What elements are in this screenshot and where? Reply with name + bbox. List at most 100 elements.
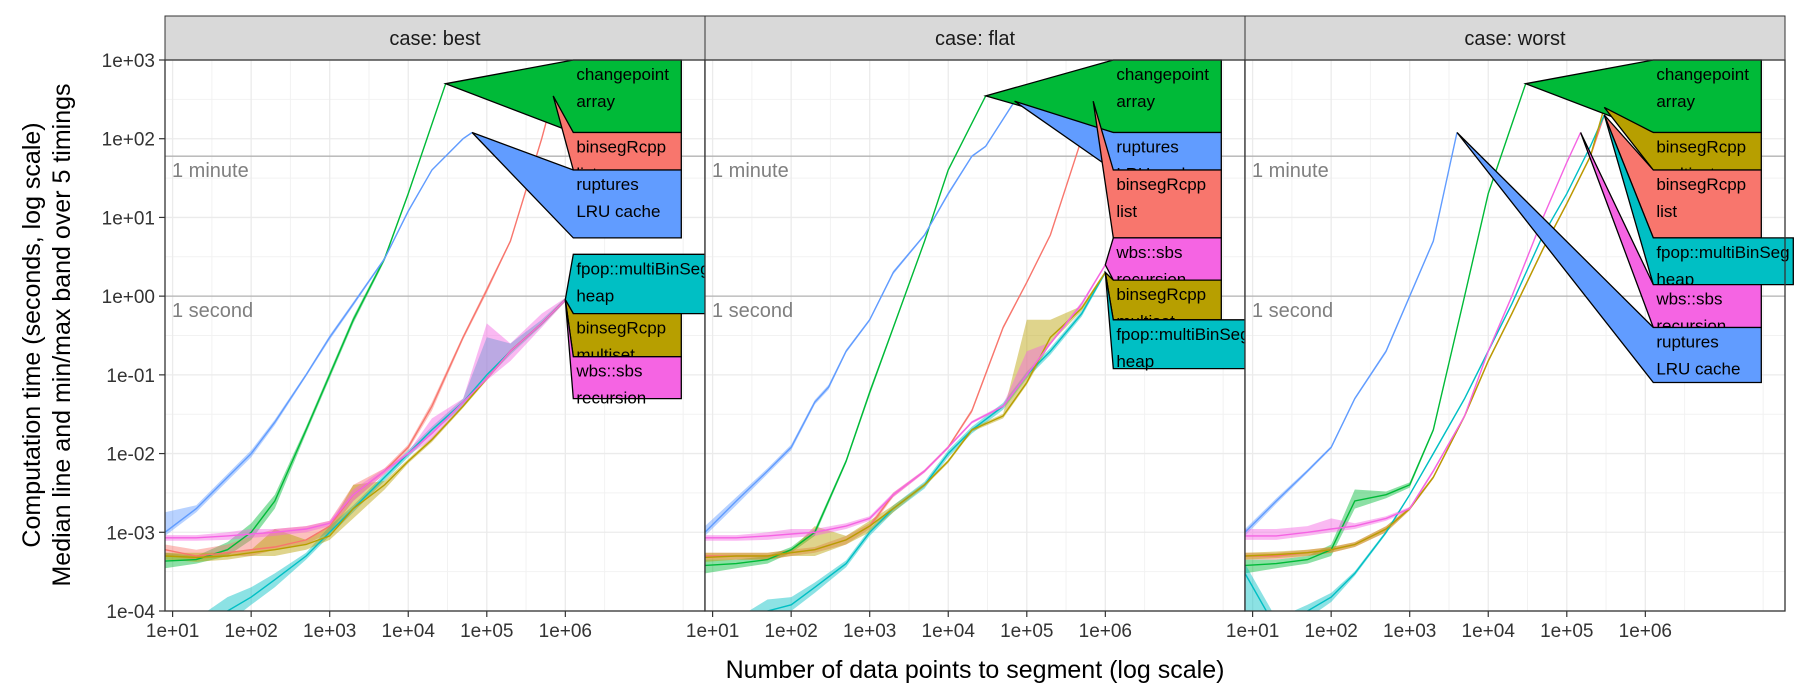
series-line (1245, 132, 1458, 533)
direct-label-package: fpop::multiBinSeg (1656, 243, 1789, 262)
reference-line-label: 1 minute (1252, 160, 1329, 182)
series-line (1245, 107, 1605, 557)
direct-label-container: array (1116, 92, 1155, 111)
reference-line-label: 1 minute (172, 160, 249, 182)
direct-label-package: binsegRcpp (1116, 175, 1206, 194)
series-line (165, 299, 566, 539)
x-tick-label: 1e+03 (1383, 621, 1436, 642)
direct-label-package: binsegRcpp (576, 137, 666, 156)
panel-border (1244, 59, 1786, 612)
direct-label-container: heap (1116, 352, 1154, 371)
facet-strip (164, 15, 706, 61)
y-tick-label: 1e-02 (106, 445, 155, 466)
direct-label-package: fpop::multiBinSeg (1116, 325, 1249, 344)
facet-panel: case: best 1 second 1 minute changepoint arr… (146, 15, 714, 642)
reference-line-label: 1 second (712, 300, 793, 322)
direct-label-package: fpop::multiBinSeg (576, 259, 709, 278)
facet-panels: case: best 1 second 1 minute changepoint arr… (102, 15, 1794, 642)
direct-label-shape (471, 131, 682, 239)
y-tick-label: 1e-03 (106, 523, 155, 544)
direct-label-shape (1579, 132, 1762, 329)
direct-label-shape (1603, 106, 1762, 171)
direct-label-shape (552, 95, 682, 171)
direct-label-container: array (576, 92, 615, 111)
data-layer (165, 82, 566, 611)
x-tick-label: 1e+01 (146, 621, 199, 642)
y-tick-label: 1e+03 (102, 51, 155, 72)
direct-label-package: ruptures (1116, 137, 1178, 156)
facet-strip (704, 15, 1246, 61)
direct-label-container: LRU cache (1656, 359, 1740, 378)
series-line (1245, 114, 1605, 611)
series-line (165, 131, 473, 533)
direct-label-package: changepoint (1656, 65, 1749, 84)
direct-label-container: list (1656, 202, 1677, 221)
direct-label-shape (564, 299, 682, 400)
direct-label-container: LRU cache (576, 202, 660, 221)
x-tick-label: 1e+01 (686, 621, 739, 642)
reference-line-label: 1 second (1252, 300, 1333, 322)
data-layer (705, 94, 1106, 611)
direct-label-shape (1104, 237, 1222, 281)
x-tick-label: 1e+05 (1000, 621, 1053, 642)
y-tick-label: 1e+01 (102, 208, 155, 229)
series-line (705, 264, 1106, 539)
direct-labels: changepointarraybinsegRcpplistrupturesLR… (443, 59, 714, 408)
direct-label-package: binsegRcpp (1116, 285, 1206, 304)
reference-line-label: 1 minute (712, 160, 789, 182)
series-line (705, 100, 1016, 533)
direct-label-package: wbs::sbs (1655, 290, 1722, 309)
series-band (207, 297, 566, 611)
direct-label-container: array (1656, 92, 1695, 111)
direct-label-package: ruptures (1656, 332, 1718, 351)
x-tick-label: 1e+03 (843, 621, 896, 642)
x-tick-label: 1e+02 (764, 621, 817, 642)
direct-label-container: list (1116, 202, 1137, 221)
direct-label-container: heap (576, 286, 614, 305)
direct-label-package: wbs::sbs (575, 362, 642, 381)
direct-label-shape (1456, 132, 1762, 384)
direct-label-container: recursion (576, 389, 646, 408)
x-tick-label: 1e+02 (1304, 621, 1357, 642)
x-tick-label: 1e+05 (1540, 621, 1593, 642)
direct-label-package: binsegRcpp (576, 319, 666, 338)
direct-label-shape (1603, 114, 1794, 286)
facet-strip-label: case: best (389, 28, 481, 50)
x-tick-label: 1e+06 (539, 621, 592, 642)
direct-label-package: binsegRcpp (1656, 137, 1746, 156)
series-line (1245, 83, 1527, 567)
series-line (705, 95, 987, 567)
x-tick-label: 1e+06 (1619, 621, 1672, 642)
x-tick-label: 1e+04 (382, 621, 436, 642)
y-axis-title-line-1: Computation time (seconds, log scale) (18, 122, 46, 547)
x-tick-label: 1e+05 (460, 621, 513, 642)
direct-label-shape (443, 59, 682, 134)
x-tick-label: 1e+02 (224, 621, 277, 642)
y-tick-label: 1e+00 (102, 287, 155, 308)
facet-panel: case: worst 1 second 1 minute changepoint ar… (1226, 15, 1794, 642)
facet-strip-label: case: worst (1464, 28, 1566, 50)
reference-line-label: 1 second (172, 300, 253, 322)
facet-strip-label: case: flat (935, 28, 1015, 50)
y-tick-label: 1e-01 (106, 366, 155, 387)
x-tick-label: 1e+01 (1226, 621, 1279, 642)
facet-panel: case: flat 1 second 1 minute changepoint arr… (686, 15, 1254, 642)
x-tick-label: 1e+03 (303, 621, 356, 642)
direct-label-package: changepoint (1116, 65, 1209, 84)
direct-label-shape (1092, 101, 1222, 239)
y-tick-label: 1e+02 (102, 130, 155, 151)
direct-label-package: ruptures (576, 175, 638, 194)
direct-label-package: wbs::sbs (1115, 243, 1182, 262)
x-axis-title: Number of data points to segment (log sc… (726, 656, 1225, 684)
series-line (226, 299, 566, 611)
direct-label-package: binsegRcpp (1656, 175, 1746, 194)
x-tick-label: 1e+04 (922, 621, 976, 642)
y-tick-label: 1e-04 (106, 602, 155, 623)
direct-labels: changepointarrayrupturesLRU cachebinsegR… (983, 59, 1254, 371)
direct-label-package: changepoint (576, 65, 669, 84)
series-line (165, 83, 447, 562)
x-tick-label: 1e+06 (1079, 621, 1132, 642)
y-axis-title-line-2: Median line and min/max band over 5 timi… (48, 83, 76, 586)
direct-labels: changepointarraybinsegRcppmultisetbinseg… (1456, 59, 1794, 384)
